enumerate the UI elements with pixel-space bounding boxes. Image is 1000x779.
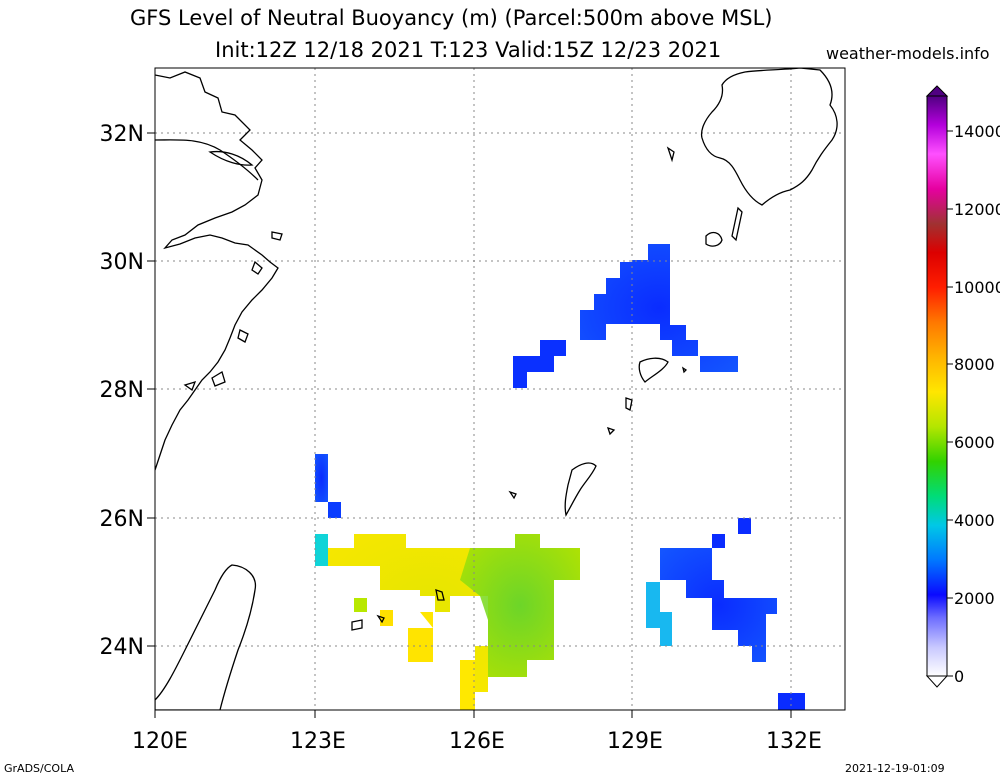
- axis-ticks: [147, 132, 792, 718]
- lat-tick-label: 30N: [100, 250, 144, 275]
- lon-tick-label: 132E: [766, 729, 822, 754]
- lon-tick-label: 123E: [290, 729, 346, 754]
- colorbar-scale: [926, 95, 948, 677]
- lat-tick-label: 24N: [100, 635, 144, 660]
- lon-tick-label: 120E: [132, 729, 188, 754]
- grid-lines: [155, 68, 845, 710]
- coastlines: [155, 68, 838, 710]
- lnb-shading: [315, 244, 805, 710]
- shade-cell: [354, 598, 367, 612]
- colorbar-tick-label: 10000: [954, 278, 1000, 297]
- lon-tick-label: 126E: [449, 729, 505, 754]
- colorbar: 0 2000 4000 6000 8000 10000 12000 14000: [925, 85, 1000, 688]
- colorbar-top-arrow: [925, 85, 949, 97]
- shade-cell: [380, 610, 393, 626]
- shade-cyan-cells: [646, 582, 672, 646]
- shade-blue-south-east: [660, 548, 777, 662]
- colorbar-bottom-arrow: [925, 675, 949, 688]
- lat-tick-label: 32N: [100, 122, 144, 147]
- shade-blue-north: [580, 244, 738, 372]
- shade-cell: [315, 534, 328, 566]
- shade-cell: [712, 534, 725, 548]
- shade-cell: [738, 518, 751, 534]
- colorbar-tick-label: 12000: [954, 200, 1000, 219]
- lat-tick-label: 28N: [100, 378, 144, 403]
- shade-cell: [778, 693, 805, 710]
- shade-cell: [315, 454, 328, 502]
- lat-tick-labels: 32N 30N 28N 26N 24N: [100, 122, 144, 660]
- colorbar-tick-label: 2000: [954, 589, 995, 608]
- colorbar-tick-label: 8000: [954, 355, 995, 374]
- shade-cell: [460, 660, 475, 710]
- footer-software-label: GrADS/COLA: [4, 762, 74, 775]
- colorbar-tick-label: 6000: [954, 433, 995, 452]
- shade-cell: [408, 628, 433, 662]
- footer-timestamp: 2021-12-19-01:09: [845, 762, 945, 775]
- lon-tick-labels: 120E 123E 126E 129E 132E: [132, 729, 822, 754]
- shade-blue-north-west: [513, 340, 566, 388]
- colorbar-tick-label: 4000: [954, 511, 995, 530]
- shade-cell: [328, 502, 341, 518]
- chart-title-line2: Init:12Z 12/18 2021 T:123 Valid:15Z 12/2…: [215, 38, 722, 62]
- website-label: weather-models.info: [826, 44, 990, 63]
- colorbar-tick-label: 14000: [954, 122, 1000, 141]
- lon-tick-label: 129E: [607, 729, 663, 754]
- colorbar-tick-label: 0: [954, 667, 964, 686]
- shade-green-region: [460, 534, 580, 677]
- lat-tick-label: 26N: [100, 507, 144, 532]
